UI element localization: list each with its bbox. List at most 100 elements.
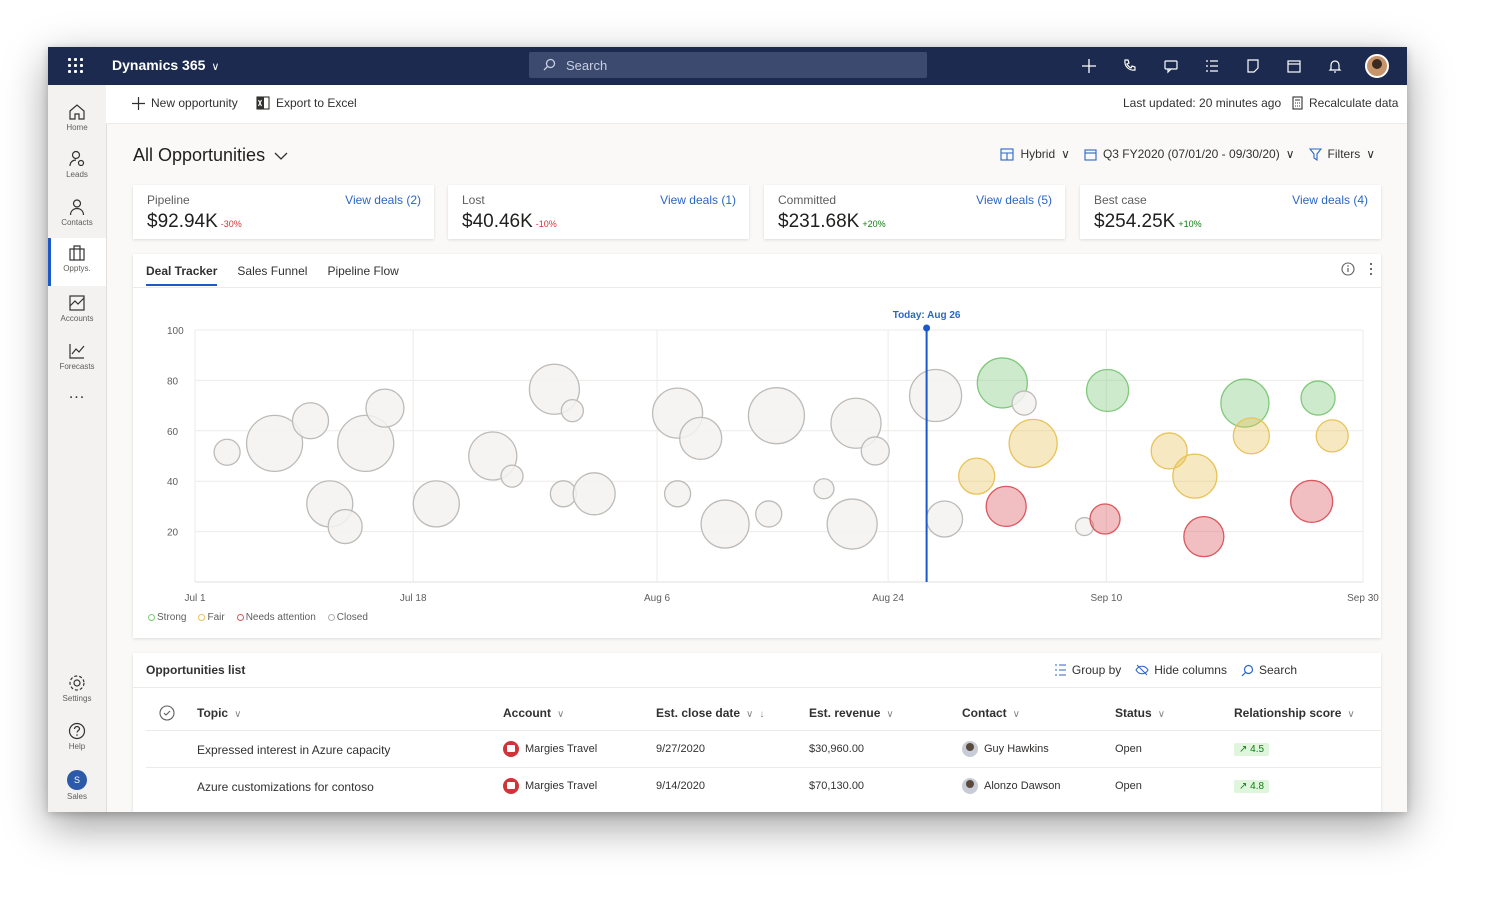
deal-bubble-closed[interactable] [291, 402, 330, 440]
deal-bubble-fair[interactable] [1172, 453, 1218, 499]
deal-bubble-closed[interactable] [337, 414, 395, 473]
deal-bubble-closed[interactable] [365, 388, 405, 428]
tab-deal-tracker[interactable]: Deal Tracker [146, 264, 218, 286]
app-launcher-icon[interactable] [68, 58, 84, 74]
deal-bubble-closed[interactable] [213, 438, 241, 466]
deal-bubble-strong[interactable] [1085, 368, 1130, 413]
nav-forecasts[interactable]: Forecasts [48, 336, 106, 382]
column-header-account[interactable]: Account ∨ [503, 706, 565, 720]
nav-area-switcher[interactable]: S Sales [48, 766, 106, 812]
deal-bubble-closed[interactable] [830, 397, 882, 449]
nav-leads[interactable]: Leads [48, 144, 106, 190]
recalculate-button[interactable]: Recalculate data [1292, 96, 1398, 110]
nav-settings[interactable]: Settings [48, 668, 106, 714]
select-all-checkbox[interactable] [159, 705, 175, 726]
column-header-status[interactable]: Status ∨ [1115, 706, 1166, 720]
bell-icon[interactable] [1324, 55, 1346, 77]
deal-bubble-strong[interactable] [1300, 380, 1336, 416]
filters-dropdown[interactable]: Filters ∨ [1308, 147, 1375, 161]
table-row[interactable]: Expressed interest in Azure capacity Mar… [146, 730, 1381, 767]
deal-bubble-closed[interactable] [1074, 516, 1095, 537]
deal-bubble-fair[interactable] [958, 457, 996, 495]
nav-contacts[interactable]: Contacts [48, 192, 106, 238]
deal-bubble-needs-attention[interactable] [1089, 503, 1121, 535]
deal-bubble-strong[interactable] [1220, 378, 1270, 428]
cell-contact[interactable]: Alonzo Dawson [962, 778, 1060, 794]
y-tick-label: 40 [167, 477, 179, 488]
nav-opportunities[interactable]: Opptys. [48, 238, 106, 286]
tab-pipeline-flow[interactable]: Pipeline Flow [327, 264, 399, 278]
chevron-down-icon [274, 152, 288, 160]
x-tick-label: Aug 6 [644, 593, 671, 604]
deal-bubble-fair[interactable] [1315, 419, 1349, 453]
deal-bubble-closed[interactable] [925, 500, 964, 538]
deal-bubble-closed[interactable] [813, 478, 835, 500]
deal-bubble-closed[interactable] [1011, 390, 1037, 416]
deal-bubble-closed[interactable] [747, 387, 806, 445]
list-search-button[interactable]: Search [1241, 663, 1297, 677]
export-excel-button[interactable]: Export to Excel [256, 96, 357, 110]
deal-bubble-fair[interactable] [1232, 417, 1270, 455]
calendar-icon[interactable] [1283, 55, 1305, 77]
column-header-close-date[interactable]: Est. close date ∨ ↓ [656, 706, 765, 720]
nav-accounts[interactable]: Accounts [48, 288, 106, 334]
deal-bubble-closed[interactable] [700, 499, 750, 549]
nav-home[interactable]: Home [48, 97, 106, 143]
deal-bubble-closed[interactable] [679, 416, 723, 461]
deal-bubble-closed[interactable] [500, 464, 524, 488]
deal-bubble-closed[interactable] [755, 500, 783, 528]
nav-help[interactable]: Help [48, 716, 106, 762]
tasks-icon[interactable] [1201, 55, 1223, 77]
deal-bubble-needs-attention[interactable] [1183, 515, 1225, 558]
deal-bubble-closed[interactable] [412, 480, 460, 528]
deal-bubble-closed[interactable] [826, 498, 878, 550]
deal-bubble-closed[interactable] [327, 508, 363, 545]
column-header-topic[interactable]: Topic ∨ [197, 706, 242, 720]
cell-contact[interactable]: Guy Hawkins [962, 741, 1049, 757]
user-avatar[interactable] [1365, 54, 1389, 78]
new-opportunity-button[interactable]: New opportunity [132, 96, 238, 110]
last-updated-text: Last updated: 20 minutes ago [1123, 96, 1282, 110]
deal-bubble-closed[interactable] [908, 368, 963, 423]
info-icon[interactable] [1341, 262, 1355, 276]
chat-icon[interactable] [1160, 55, 1182, 77]
app-switcher[interactable]: Dynamics 365 ∨ [112, 57, 219, 73]
deal-bubble-closed[interactable] [549, 480, 578, 508]
period-dropdown[interactable]: Q3 FY2020 (07/01/20 - 09/30/20) ∨ [1084, 147, 1295, 161]
view-mode-dropdown[interactable]: Hybrid ∨ [1000, 147, 1070, 161]
view-selector[interactable]: All Opportunities [133, 145, 288, 166]
column-header-revenue[interactable]: Est. revenue ∨ [809, 706, 894, 720]
deal-bubble-needs-attention[interactable] [1290, 479, 1334, 524]
table-row[interactable]: Azure customizations for contoso Margies… [146, 767, 1381, 804]
cell-topic[interactable]: Azure customizations for contoso [197, 780, 374, 794]
nav-label: Accounts [60, 314, 94, 323]
hide-columns-button[interactable]: Hide columns [1135, 663, 1227, 677]
view-deals-link[interactable]: View deals (4) [1292, 193, 1368, 207]
cell-account[interactable]: Margies Travel [503, 741, 597, 757]
group-by-button[interactable]: Group by [1054, 663, 1121, 677]
cell-status: Open [1115, 780, 1142, 792]
view-deals-link[interactable]: View deals (5) [976, 193, 1052, 207]
cell-account[interactable]: Margies Travel [503, 778, 597, 794]
tab-sales-funnel[interactable]: Sales Funnel [237, 264, 308, 278]
column-header-relationship-score[interactable]: Relationship score ∨ [1234, 706, 1355, 720]
global-search-input[interactable]: Search [529, 52, 927, 78]
more-nav-button[interactable]: ... [68, 385, 86, 402]
view-deals-link[interactable]: View deals (2) [345, 193, 421, 207]
phone-icon[interactable] [1119, 55, 1141, 77]
deal-bubble-closed[interactable] [572, 472, 616, 516]
more-options-icon[interactable] [1369, 262, 1373, 276]
deal-bubble-closed[interactable] [860, 436, 890, 466]
deal-bubble-closed[interactable] [663, 480, 692, 508]
deal-bubble-fair[interactable] [1008, 418, 1058, 469]
cell-topic[interactable]: Expressed interest in Azure capacity [197, 743, 391, 757]
notes-icon[interactable] [1242, 55, 1264, 77]
deal-bubble-fair[interactable] [1150, 432, 1188, 470]
top-bar: Dynamics 365 ∨ Search [48, 47, 1407, 85]
view-deals-link[interactable]: View deals (1) [660, 193, 736, 207]
plus-icon[interactable] [1078, 55, 1100, 77]
deal-bubble-needs-attention[interactable] [985, 485, 1027, 528]
deal-bubble-closed[interactable] [560, 398, 585, 423]
deal-bubble-closed[interactable] [245, 414, 304, 473]
column-header-contact[interactable]: Contact ∨ [962, 706, 1020, 720]
